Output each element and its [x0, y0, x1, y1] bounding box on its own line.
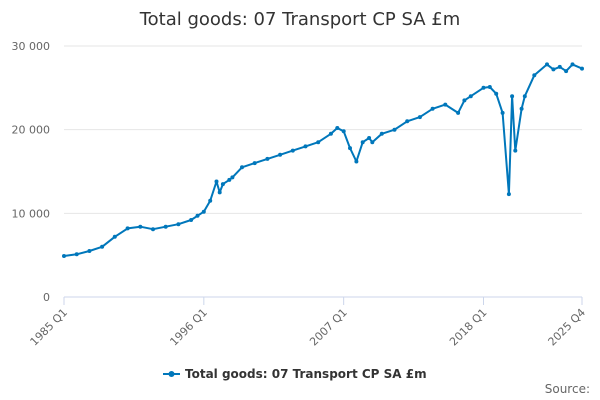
data-point[interactable] — [278, 152, 283, 157]
x-tick-label: 1985 Q1 — [28, 306, 71, 349]
series-points — [62, 62, 584, 258]
data-point[interactable] — [519, 106, 524, 111]
data-point[interactable] — [125, 226, 130, 231]
data-point[interactable] — [456, 110, 461, 115]
data-point[interactable] — [557, 64, 562, 69]
y-tick-label: 30 000 — [12, 40, 51, 53]
legend-dot-marker — [168, 371, 175, 377]
data-point[interactable] — [532, 73, 537, 78]
data-point[interactable] — [367, 136, 372, 140]
data-point[interactable] — [545, 62, 549, 67]
data-point[interactable] — [443, 102, 448, 107]
data-point[interactable] — [100, 244, 105, 249]
data-point[interactable] — [487, 85, 492, 89]
data-point[interactable] — [195, 213, 200, 218]
data-point[interactable] — [494, 91, 499, 96]
x-tick-label: 2007 Q1 — [307, 306, 350, 349]
data-point[interactable] — [551, 67, 556, 72]
data-point[interactable] — [214, 179, 219, 184]
data-point[interactable] — [227, 177, 232, 182]
data-point[interactable] — [481, 85, 486, 90]
data-point[interactable] — [189, 218, 194, 222]
data-point[interactable] — [176, 222, 181, 227]
data-point[interactable] — [303, 144, 308, 149]
data-point[interactable] — [341, 129, 346, 134]
data-point[interactable] — [430, 106, 435, 111]
data-point[interactable] — [240, 165, 244, 170]
data-point[interactable] — [138, 224, 143, 229]
data-point[interactable] — [252, 161, 257, 166]
x-axis-ticks: 1985 Q1 1996 Q1 2007 Q1 2018 Q1 2025 Q4 — [28, 297, 589, 349]
data-point[interactable] — [163, 224, 168, 229]
data-point[interactable] — [513, 148, 518, 153]
data-point[interactable] — [335, 126, 340, 130]
data-point[interactable] — [570, 62, 575, 67]
data-point[interactable] — [360, 140, 365, 145]
data-point[interactable] — [580, 66, 584, 71]
data-point[interactable] — [506, 192, 511, 197]
data-point[interactable] — [328, 131, 333, 136]
grid-lines — [64, 45, 582, 214]
data-point[interactable] — [522, 94, 527, 99]
y-tick-label: 10 000 — [12, 207, 51, 220]
data-point[interactable] — [379, 131, 384, 136]
chart-title: Total goods: 07 Transport CP SA £m — [139, 9, 461, 30]
data-point[interactable] — [74, 252, 79, 257]
data-point[interactable] — [87, 249, 92, 253]
legend-label[interactable]: Total goods: 07 Transport CP SA £m — [185, 367, 427, 381]
data-point[interactable] — [354, 159, 359, 164]
source-label: Source: — [545, 382, 590, 396]
data-point[interactable] — [201, 209, 206, 214]
data-point[interactable] — [265, 156, 270, 161]
data-point[interactable] — [62, 254, 66, 258]
data-point[interactable] — [417, 115, 422, 120]
data-point[interactable] — [392, 127, 397, 132]
y-tick-label: 0 — [43, 291, 50, 304]
data-point[interactable] — [217, 190, 222, 195]
data-point[interactable] — [151, 227, 155, 232]
data-point[interactable] — [405, 119, 410, 124]
data-point[interactable] — [348, 146, 352, 151]
data-point[interactable] — [468, 94, 473, 99]
x-tick-label: 1996 Q1 — [167, 306, 210, 349]
data-point[interactable] — [462, 98, 467, 103]
data-point[interactable] — [220, 182, 225, 187]
y-axis-ticks: 0 10 000 20 000 30 000 — [12, 40, 51, 304]
data-point[interactable] — [290, 148, 295, 153]
data-point[interactable] — [370, 140, 375, 145]
data-point[interactable] — [500, 110, 505, 115]
x-tick-label: 2025 Q4 — [546, 306, 589, 349]
x-tick-label: 2018 Q1 — [447, 306, 490, 349]
data-point[interactable] — [230, 175, 235, 180]
y-tick-label: 20 000 — [12, 124, 51, 137]
data-point[interactable] — [510, 94, 515, 99]
legend[interactable]: Total goods: 07 Transport CP SA £m — [163, 367, 427, 381]
data-point[interactable] — [208, 198, 213, 203]
data-point[interactable] — [112, 234, 117, 239]
data-point[interactable] — [316, 140, 321, 145]
data-point[interactable] — [564, 69, 569, 74]
